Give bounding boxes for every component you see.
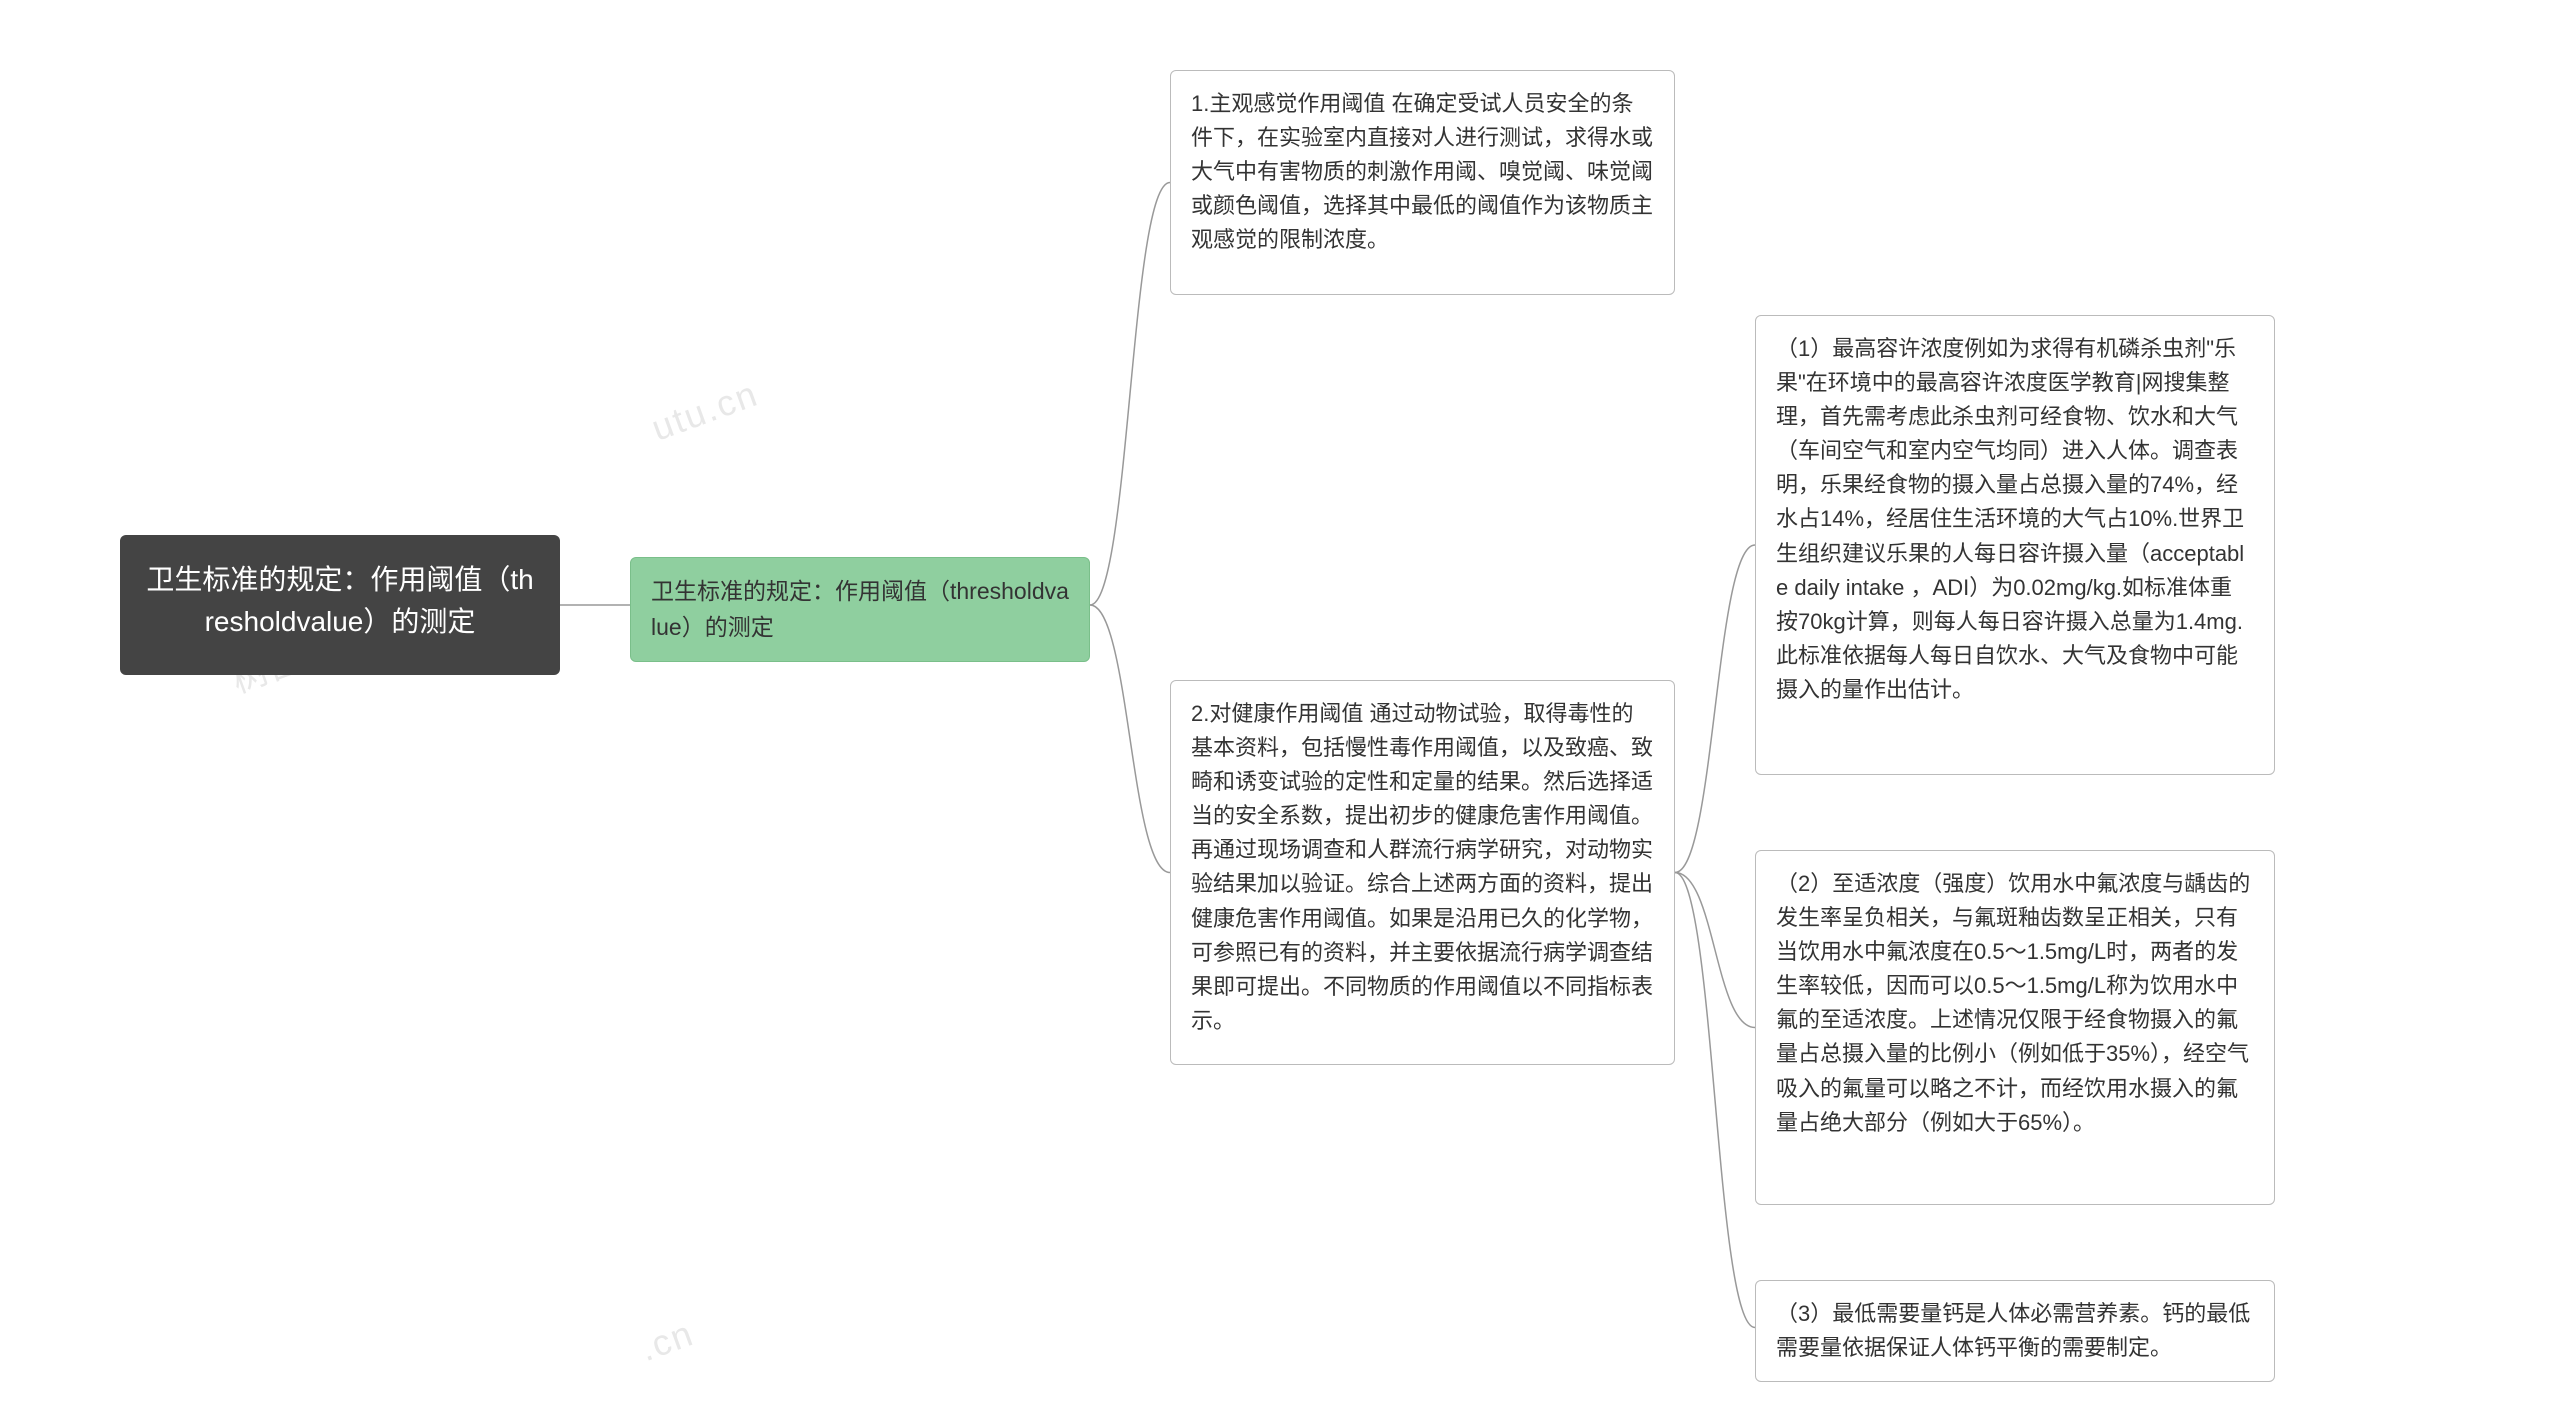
watermark: .cn (634, 1312, 699, 1370)
level2-node-2[interactable]: 2.对健康作用阈值 通过动物试验，取得毒性的基本资料，包括慢性毒作用阈值，以及致… (1170, 680, 1675, 1065)
connector-l1-l2b (1090, 605, 1170, 873)
level3-node-2[interactable]: （2）至适浓度（强度）饮用水中氟浓度与龋齿的发生率呈负相关，与氟斑釉齿数呈正相关… (1755, 850, 2275, 1205)
connector-l2b-l3b (1675, 873, 1755, 1028)
level1-node[interactable]: 卫生标准的规定：作用阈值（thresholdvalue）的测定 (630, 557, 1090, 662)
connector-l1-l2a (1090, 183, 1170, 606)
level3-node-1[interactable]: （1）最高容许浓度例如为求得有机磷杀虫剂"乐果"在环境中的最高容许浓度医学教育|… (1755, 315, 2275, 775)
watermark: utu.cn (646, 372, 764, 449)
level2-node-1[interactable]: 1.主观感觉作用阈值 在确定受试人员安全的条件下，在实验室内直接对人进行测试，求… (1170, 70, 1675, 295)
level3-node-3[interactable]: （3）最低需要量钙是人体必需营养素。钙的最低需要量依据保证人体钙平衡的需要制定。 (1755, 1280, 2275, 1382)
connector-l2b-l3a (1675, 545, 1755, 873)
root-node[interactable]: 卫生标准的规定：作用阈值（thresholdvalue）的测定 (120, 535, 560, 675)
connector-l2b-l3c (1675, 873, 1755, 1328)
